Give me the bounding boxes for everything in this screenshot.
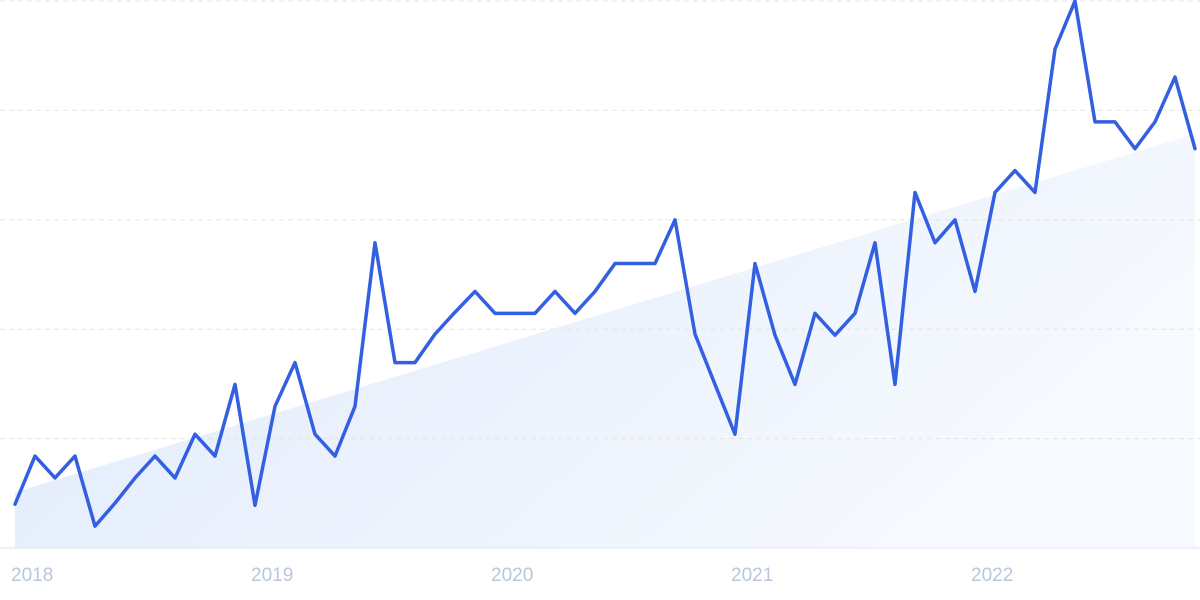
x-tick-label: 2021 <box>731 565 773 586</box>
x-tick-label: 2022 <box>971 565 1013 586</box>
trend-area <box>15 133 1195 548</box>
x-tick-label: 2018 <box>11 565 53 586</box>
line <box>13 0 1197 528</box>
x-tick-label: 2019 <box>251 565 293 586</box>
x-tick-label: 2020 <box>491 565 533 586</box>
